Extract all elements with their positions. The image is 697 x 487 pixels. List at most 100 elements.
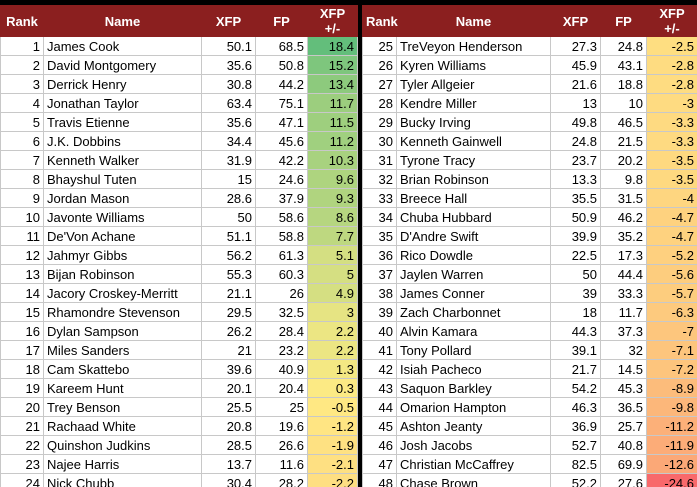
table-row: 35 D'Andre Swift 39.9 35.2 -4.7: [362, 226, 697, 246]
rank-cell: 6: [0, 131, 44, 151]
name-cell: J.K. Dobbins: [43, 131, 202, 151]
fp-cell: 43.1: [600, 55, 647, 75]
fp-cell: 25.7: [600, 416, 647, 436]
xfp-header: XFP: [550, 5, 601, 37]
name-cell: Omarion Hampton: [396, 397, 551, 417]
xfp-cell: 39.6: [201, 359, 256, 379]
xfp-cell: 30.8: [201, 74, 256, 94]
rank-cell: 29: [362, 112, 397, 132]
name-cell: Zach Charbonnet: [396, 302, 551, 322]
xfp-cell: 13.7: [201, 454, 256, 474]
name-cell: Miles Sanders: [43, 340, 202, 360]
rank-cell: 36: [362, 245, 397, 265]
xfp-diff-cell: -5.2: [646, 245, 697, 265]
fp-cell: 11.6: [255, 454, 308, 474]
xfp-diff-cell: -3.5: [646, 169, 697, 189]
table-row: 37 Jaylen Warren 50 44.4 -5.6: [362, 264, 697, 284]
table-row: 43 Saquon Barkley 54.2 45.3 -8.9: [362, 378, 697, 398]
fp-cell: 68.5: [255, 36, 308, 56]
name-cell: Trey Benson: [43, 397, 202, 417]
table-row: 39 Zach Charbonnet 18 11.7 -6.3: [362, 302, 697, 322]
xfp-header: XFP: [201, 5, 256, 37]
name-cell: David Montgomery: [43, 55, 202, 75]
table-row: 15 Rhamondre Stevenson 29.5 32.5 3: [0, 302, 358, 322]
table-row: 7 Kenneth Walker 31.9 42.2 10.3: [0, 150, 358, 170]
xfp-cell: 55.3: [201, 264, 256, 284]
rank-cell: 21: [0, 416, 44, 436]
xfp-diff-cell: -0.5: [307, 397, 358, 417]
xfp-diff-cell: 11.5: [307, 112, 358, 132]
fp-cell: 20.2: [600, 150, 647, 170]
rank-cell: 37: [362, 264, 397, 284]
fp-cell: 45.6: [255, 131, 308, 151]
fp-cell: 17.3: [600, 245, 647, 265]
name-cell: Saquon Barkley: [396, 378, 551, 398]
xfp-cell: 46.3: [550, 397, 601, 417]
fp-cell: 27.6: [600, 473, 647, 487]
rank-cell: 7: [0, 150, 44, 170]
rank-cell: 13: [0, 264, 44, 284]
xfp-diff-cell: 2.2: [307, 340, 358, 360]
rank-cell: 43: [362, 378, 397, 398]
table-row: 24 Nick Chubb 30.4 28.2 -2.2: [0, 473, 358, 487]
xfp-cell: 24.8: [550, 131, 601, 151]
rank-cell: 24: [0, 473, 44, 487]
xfp-cell: 29.5: [201, 302, 256, 322]
fp-cell: 37.9: [255, 188, 308, 208]
name-cell: Dylan Sampson: [43, 321, 202, 341]
xfp-cell: 20.8: [201, 416, 256, 436]
name-cell: Kendre Miller: [396, 93, 551, 113]
fp-cell: 32.5: [255, 302, 308, 322]
fp-cell: 11.7: [600, 302, 647, 322]
fp-cell: 61.3: [255, 245, 308, 265]
xfp-diff-cell: -3.5: [646, 150, 697, 170]
name-cell: Tyrone Tracy: [396, 150, 551, 170]
table-row: 10 Javonte Williams 50 58.6 8.6: [0, 207, 358, 227]
table-body-right: 25 TreVeyon Henderson 27.3 24.8 -2.5 26 Kyren …: [362, 36, 697, 487]
name-cell: Alvin Kamara: [396, 321, 551, 341]
xfp-diff-cell: 7.7: [307, 226, 358, 246]
rank-cell: 34: [362, 207, 397, 227]
fp-cell: 69.9: [600, 454, 647, 474]
fp-cell: 14.5: [600, 359, 647, 379]
name-cell: Kenneth Walker: [43, 150, 202, 170]
xfp-diff-cell: -11.9: [646, 435, 697, 455]
name-cell: Kareem Hunt: [43, 378, 202, 398]
xfp-cell: 21.7: [550, 359, 601, 379]
rank-cell: 46: [362, 435, 397, 455]
name-cell: Jonathan Taylor: [43, 93, 202, 113]
table-row: 31 Tyrone Tracy 23.7 20.2 -3.5: [362, 150, 697, 170]
xfp-cell: 15: [201, 169, 256, 189]
table-row: 23 Najee Harris 13.7 11.6 -2.1: [0, 454, 358, 474]
table-row: 27 Tyler Allgeier 21.6 18.8 -2.8: [362, 74, 697, 94]
name-cell: Kenneth Gainwell: [396, 131, 551, 151]
xfp-diff-cell: 5.1: [307, 245, 358, 265]
xfp-diff-cell: -2.8: [646, 74, 697, 94]
xfp-cell: 26.2: [201, 321, 256, 341]
name-cell: Isiah Pacheco: [396, 359, 551, 379]
xfp-diff-cell: -1.2: [307, 416, 358, 436]
fp-cell: 26.6: [255, 435, 308, 455]
fp-cell: 44.2: [255, 74, 308, 94]
name-cell: Jacory Croskey-Merritt: [43, 283, 202, 303]
xfp-cell: 50: [550, 264, 601, 284]
xfp-cell: 49.8: [550, 112, 601, 132]
name-cell: TreVeyon Henderson: [396, 36, 551, 56]
table-row: 5 Travis Etienne 35.6 47.1 11.5: [0, 112, 358, 132]
table-row: 8 Bhayshul Tuten 15 24.6 9.6: [0, 169, 358, 189]
fp-cell: 42.2: [255, 150, 308, 170]
rank-cell: 39: [362, 302, 397, 322]
xfp-cell: 39: [550, 283, 601, 303]
xfp-cell: 39.1: [550, 340, 601, 360]
name-cell: Jahmyr Gibbs: [43, 245, 202, 265]
table-row: 46 Josh Jacobs 52.7 40.8 -11.9: [362, 435, 697, 455]
rank-cell: 47: [362, 454, 397, 474]
rank-cell: 16: [0, 321, 44, 341]
xfp-cell: 35.6: [201, 55, 256, 75]
name-cell: De'Von Achane: [43, 226, 202, 246]
name-cell: Chase Brown: [396, 473, 551, 487]
rank-cell: 3: [0, 74, 44, 94]
table-row: 21 Rachaad White 20.8 19.6 -1.2: [0, 416, 358, 436]
xfp-diff-cell: 0.3: [307, 378, 358, 398]
xfp-cell: 23.7: [550, 150, 601, 170]
